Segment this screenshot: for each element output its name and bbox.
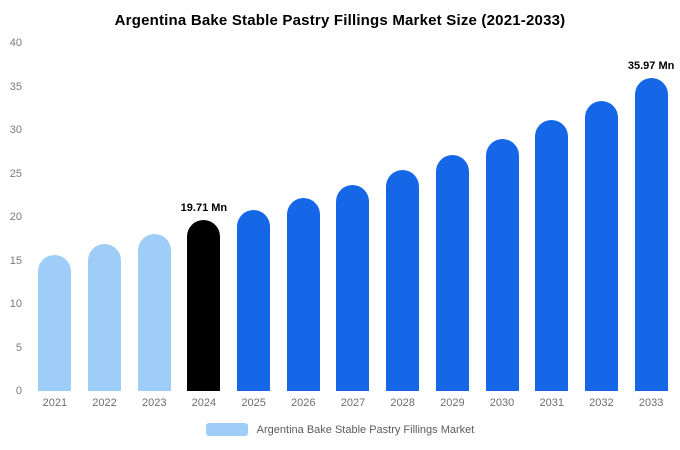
y-axis-tick-label: 10	[9, 298, 22, 310]
bar-2024[interactable]	[187, 219, 221, 391]
bar-slot	[527, 43, 577, 391]
x-axis-tick-label: 2023	[141, 397, 167, 409]
bar-slot	[428, 43, 478, 391]
bar-slot	[378, 43, 428, 391]
bar-2028[interactable]	[386, 170, 420, 391]
bar-2022[interactable]	[88, 243, 122, 391]
bar-series: 19.71 Mn 35.97 Mn	[30, 43, 676, 391]
bar-slot: 35.97 Mn	[626, 43, 676, 391]
y-axis-tick-label: 5	[15, 341, 22, 354]
bar-value-label: 19.71 Mn	[180, 201, 228, 214]
bar-2031[interactable]	[535, 120, 569, 391]
chart-title: Argentina Bake Stable Pastry Fillings Ma…	[114, 12, 566, 29]
bar-2027[interactable]	[336, 184, 370, 391]
x-axis-tick-label: 2030	[489, 397, 515, 409]
y-axis-tick-label: 0	[15, 385, 22, 397]
bar-2021[interactable]	[38, 255, 72, 391]
bar-2026[interactable]	[286, 197, 320, 391]
y-axis-tick-label: 20	[9, 211, 22, 223]
x-axis-tick-label: 2021	[42, 397, 68, 409]
x-axis: 2021 2022 2023 2024 2025 2026 2027 2028 2029 2030…	[30, 397, 676, 409]
x-axis-tick-label: 2028	[390, 397, 415, 409]
bar-value-label: 35.97 Mn	[627, 60, 675, 73]
bar-2033[interactable]	[634, 78, 668, 391]
x-axis-tick-label: 2026	[291, 397, 316, 409]
chart-plot-area: 0 5 10 15 20 25 30 35 40 19.71 Mn 35.97 Mn	[10, 37, 676, 397]
x-axis-tick-label: 2031	[539, 397, 564, 409]
bar-slot	[477, 43, 527, 391]
bar-slot	[577, 43, 627, 391]
x-axis-tick-label: 2033	[638, 397, 664, 409]
x-axis-tick-label: 2027	[340, 397, 366, 409]
bar-2023[interactable]	[137, 233, 171, 391]
x-axis-tick-label: 2032	[589, 397, 614, 409]
legend-label: Argentina Bake Stable Pastry Fillings Ma…	[256, 423, 475, 436]
x-axis-tick-label: 2024	[191, 397, 217, 409]
bar-2029[interactable]	[435, 155, 469, 391]
x-axis-tick-label: 2022	[92, 397, 117, 409]
bar-2032[interactable]	[584, 101, 618, 391]
y-axis-tick-label: 40	[9, 37, 22, 49]
bar-slot: 19.71 Mn	[179, 43, 229, 391]
x-axis-tick-label: 2029	[440, 397, 465, 409]
bar-slot	[80, 43, 130, 391]
bar-slot	[278, 43, 328, 391]
x-axis-tick-label: 2025	[241, 397, 266, 409]
bar-2030[interactable]	[485, 138, 519, 391]
legend-swatch-icon	[205, 423, 248, 436]
bar-slot	[30, 43, 80, 391]
bar-slot	[229, 43, 279, 391]
y-axis-tick-label: 30	[9, 124, 22, 136]
bar-slot	[129, 43, 179, 391]
bar-2025[interactable]	[237, 210, 271, 391]
y-axis-tick-label: 35	[9, 80, 22, 93]
legend[interactable]: Argentina Bake Stable Pastry Fillings Ma…	[0, 423, 680, 436]
y-axis-tick-label: 15	[9, 254, 22, 267]
y-axis: 0 5 10 15 20 25 30 35 40	[0, 37, 24, 397]
bar-slot	[328, 43, 378, 391]
y-axis-tick-label: 25	[9, 167, 22, 180]
